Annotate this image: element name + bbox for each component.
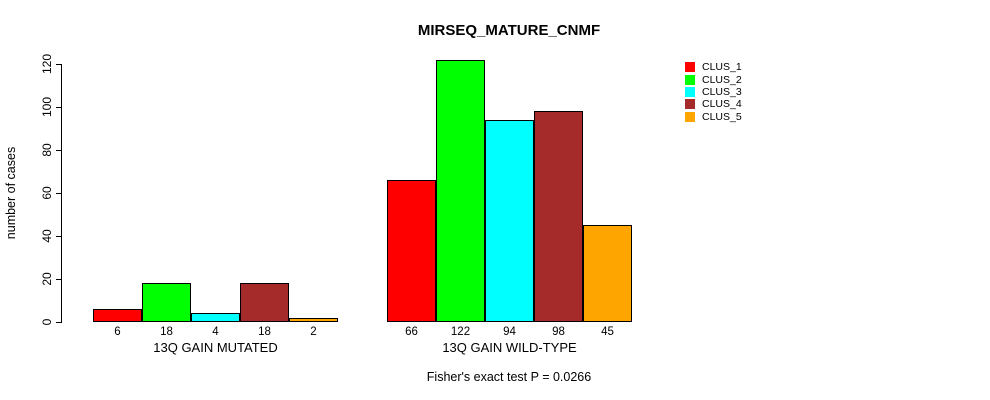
y-axis-tick — [56, 192, 62, 194]
legend-swatch-clus_2 — [685, 74, 695, 85]
group-label-0: 13Q GAIN MUTATED — [153, 340, 278, 355]
y-axis-tick — [56, 321, 62, 323]
y-axis-line — [61, 64, 62, 323]
legend-swatch-clus_4 — [685, 99, 695, 110]
bar-clus_1-group-1 — [387, 180, 436, 322]
y-axis-tick-label: 40 — [40, 229, 54, 243]
legend-label: CLUS_2 — [702, 73, 742, 86]
y-axis-tick-label: 60 — [40, 186, 54, 200]
bar-clus_2-group-1 — [436, 60, 485, 322]
bar-value-label: 4 — [212, 326, 219, 338]
y-axis-tick — [56, 235, 62, 237]
y-axis-tick — [56, 149, 62, 151]
legend-row: CLUS_3 — [685, 86, 742, 98]
legend-swatch-clus_5 — [685, 111, 695, 122]
y-axis-tick-label: 80 — [40, 143, 54, 157]
legend-swatch-clus_3 — [685, 86, 695, 97]
y-axis-tick — [56, 63, 62, 65]
legend-swatch-clus_1 — [685, 62, 695, 73]
bar-value-label: 94 — [503, 326, 516, 338]
bar-clus_5-group-0 — [289, 318, 338, 322]
group-label-1: 13Q GAIN WILD-TYPE — [442, 340, 577, 355]
legend-label: CLUS_5 — [702, 110, 742, 123]
bar-value-label: 2 — [310, 326, 317, 338]
y-axis-tick-label: 0 — [40, 318, 54, 326]
bar-value-label: 122 — [450, 326, 471, 338]
chart-title: MIRSEQ_MATURE_CNMF — [417, 22, 601, 39]
legend-row: CLUS_5 — [685, 111, 742, 123]
bar-value-label: 66 — [405, 326, 418, 338]
legend-label: CLUS_4 — [702, 98, 742, 111]
bar-clus_2-group-0 — [142, 283, 191, 322]
bar-clus_3-group-1 — [485, 120, 534, 322]
bar-value-label: 18 — [160, 326, 173, 338]
y-axis-tick — [56, 278, 62, 280]
bar-value-label: 45 — [601, 326, 614, 338]
bar-value-label: 6 — [114, 326, 121, 338]
bar-clus_3-group-0 — [191, 313, 240, 322]
y-axis-tick-label: 100 — [40, 96, 54, 118]
legend-row: CLUS_1 — [685, 61, 742, 73]
y-axis-tick-label: 120 — [40, 53, 54, 75]
bar-clus_4-group-1 — [534, 111, 583, 322]
legend-label: CLUS_3 — [702, 85, 742, 98]
bar-value-label: 18 — [258, 326, 271, 338]
bar-clus_1-group-0 — [93, 309, 142, 322]
bar-clus_4-group-0 — [240, 283, 289, 322]
legend: CLUS_1 CLUS_2 CLUS_3 CLUS_4 CLUS_5 — [685, 61, 742, 123]
fisher-test-annotation: Fisher's exact test P = 0.0266 — [426, 370, 592, 384]
legend-row: CLUS_2 — [685, 73, 742, 86]
legend-label: CLUS_1 — [702, 61, 742, 74]
y-axis-tick-label: 20 — [40, 272, 54, 286]
legend-row: CLUS_4 — [685, 98, 742, 110]
y-axis-tick — [56, 106, 62, 108]
bar-value-label: 98 — [552, 326, 565, 338]
bar-clus_5-group-1 — [583, 225, 632, 322]
y-axis-title: number of cases — [4, 146, 18, 240]
